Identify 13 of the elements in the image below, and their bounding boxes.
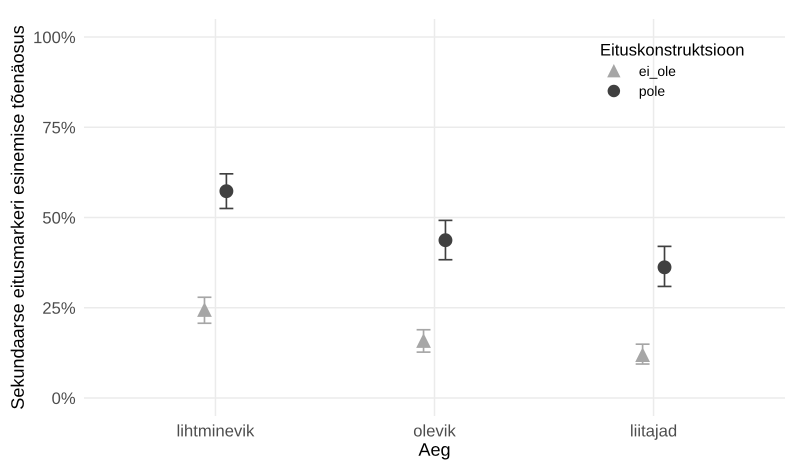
y-tick-label: 50%: [42, 212, 76, 224]
x-tick-label: lihtminevik: [178, 424, 254, 437]
x-tick-label: liitajad: [631, 424, 676, 440]
y-tick-label: 100%: [34, 31, 76, 44]
legend-title: Eituskonstruktsioon: [601, 43, 744, 56]
y-axis-title: Sekundaarse eitusmarkeri esinemise tõenäosus: [10, 26, 24, 409]
legend-label: pole: [640, 86, 664, 99]
y-tick-label: 75%: [43, 122, 76, 134]
x-tick-label: olevik: [414, 424, 456, 437]
y-tick-label: 0%: [52, 392, 76, 404]
y-tick-label: 25%: [43, 302, 76, 314]
legend-label: ei_ole: [639, 66, 676, 79]
x-axis-title: Aeg: [418, 443, 450, 460]
